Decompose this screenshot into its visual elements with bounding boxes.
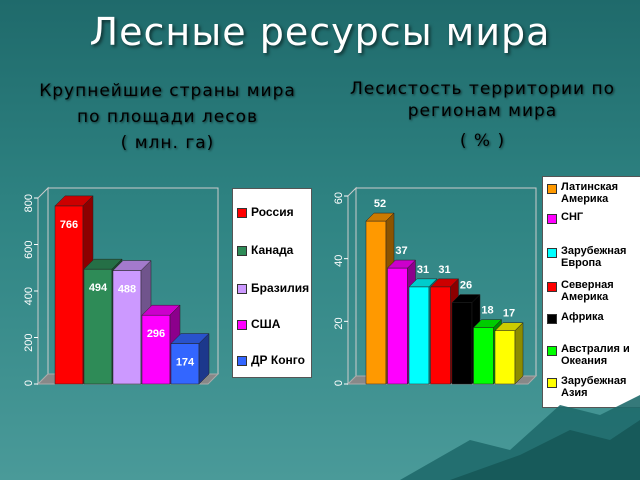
data-label: 26	[460, 280, 472, 292]
legend-label: США	[251, 317, 281, 331]
right-caption-line-2: регионам мира	[407, 101, 558, 121]
legend-item: Зарубежная Европа	[547, 245, 640, 269]
left-caption-line-3: ( млн. га)	[120, 133, 215, 153]
legend-label: Австралия и Океания	[561, 343, 630, 367]
bar-5	[170, 332, 210, 385]
legend-label: Африка	[561, 311, 604, 323]
bar-front	[141, 314, 171, 385]
forest-area-legend: Россия Канада Бразилия США ДР Конго	[232, 188, 312, 378]
y-tick-label: 20	[333, 317, 345, 329]
data-label: 31	[438, 264, 450, 276]
data-label: 766	[60, 219, 78, 231]
y-tick-label: 0	[23, 380, 35, 386]
bar-side	[514, 322, 524, 385]
y-tick-label: 60	[333, 192, 345, 204]
legend-item: Северная Америка	[547, 279, 640, 303]
bar-front	[170, 343, 200, 385]
legend-item: СНГ	[547, 211, 640, 224]
legend-swatch	[547, 248, 557, 258]
legend-item: Канада	[237, 243, 293, 257]
legend-swatch	[547, 282, 557, 292]
data-label: 31	[417, 264, 429, 276]
legend-swatch	[237, 320, 247, 330]
legend-item: Австралия и Океания	[547, 343, 640, 367]
left-caption-line-1: Крупнейшие страны мира	[39, 81, 296, 101]
y-tick-label: 0	[333, 380, 345, 386]
y-tick-label: 40	[333, 255, 345, 267]
left-chart-caption: Крупнейшие страны мира по площади лесов …	[10, 78, 325, 156]
data-label: 494	[89, 282, 108, 294]
legend-swatch	[547, 378, 557, 388]
right-chart-caption: Лесистость территории по регионам мира (…	[330, 78, 635, 152]
legend-label: СНГ	[561, 211, 584, 223]
legend-item: Африка	[547, 311, 640, 324]
legend-swatch	[547, 214, 557, 224]
legend-label: Зарубежная Европа	[561, 245, 627, 269]
right-caption-line-1: Лесистость территории по	[349, 79, 616, 99]
legend-item: Бразилия	[237, 281, 309, 295]
legend-label: Зарубежная Азия	[561, 375, 627, 399]
legend-label: Канада	[251, 243, 294, 257]
legend-item: США	[237, 317, 280, 331]
legend-label: ДР Конго	[251, 353, 305, 367]
page-title: Лесные ресурсы мира	[89, 10, 551, 54]
legend-swatch	[547, 314, 557, 324]
legend-label: Россия	[251, 205, 294, 219]
legend-label: Северная Америка	[561, 279, 614, 303]
bar-7	[494, 322, 524, 385]
legend-swatch	[547, 184, 557, 194]
data-label: 37	[395, 245, 407, 257]
legend-item: Латинская Америка	[547, 181, 640, 205]
legend-item: ДР Конго	[237, 353, 305, 367]
bar-side	[198, 332, 210, 385]
legend-swatch	[237, 356, 247, 366]
y-tick-label: 800	[23, 194, 35, 212]
left-caption-line-2: по площади лесов	[76, 107, 259, 127]
forest-cover-legend: Латинская Америка СНГ Зарубежная Европа Сев…	[542, 176, 640, 408]
data-label: 174	[176, 357, 195, 369]
legend-swatch	[237, 284, 247, 294]
legend-item: Зарубежная Азия	[547, 375, 640, 399]
legend-swatch	[237, 208, 247, 218]
legend-swatch	[237, 246, 247, 256]
data-label: 18	[481, 305, 493, 317]
y-tick-label: 200	[23, 334, 35, 352]
legend-swatch	[547, 346, 557, 356]
data-label: 488	[118, 284, 136, 296]
data-label: 17	[503, 308, 515, 320]
y-tick-label: 600	[23, 241, 35, 259]
legend-label: Бразилия	[251, 281, 310, 295]
legend-item: Россия	[237, 205, 294, 219]
y-tick-label: 400	[23, 287, 35, 305]
data-label: 52	[374, 198, 386, 210]
data-label: 296	[147, 328, 165, 340]
legend-label: Латинская Америка	[561, 181, 619, 205]
right-caption-line-3: ( % )	[459, 131, 506, 151]
